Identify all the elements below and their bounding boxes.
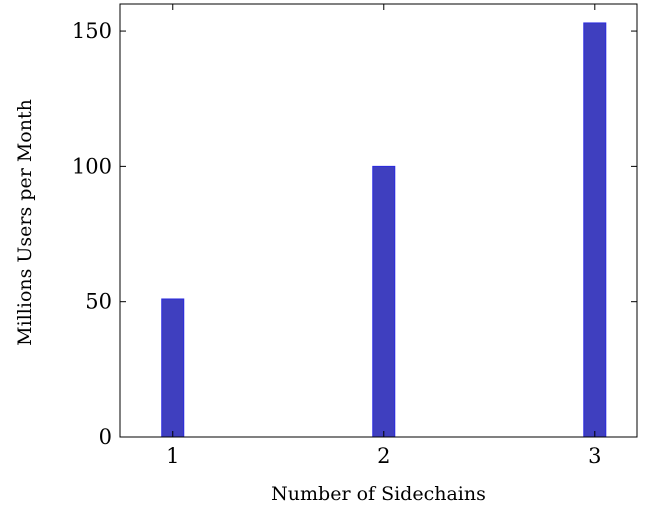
x-tick-label-1: 1 (166, 444, 179, 468)
bar-2 (372, 165, 396, 438)
plot-frame (119, 3, 638, 438)
x-axis-label: Number of Sidechains (271, 483, 486, 505)
y-axis-label: Millions Users per Month (14, 99, 36, 346)
y-tick-label-150: 150 (72, 19, 112, 43)
y-tick-label-50: 50 (85, 290, 112, 314)
bar-3 (583, 22, 607, 438)
ticks-layer (120, 4, 637, 438)
y-tick-label-0: 0 (99, 425, 112, 449)
x-tick-label-2: 2 (377, 444, 390, 468)
bar-1 (161, 298, 185, 438)
x-tick-label-3: 3 (588, 444, 601, 468)
bars-layer (161, 22, 607, 438)
y-tick-label-100: 100 (72, 154, 112, 178)
tick-labels-layer: 1 2 3 0 50 100 150 (72, 19, 602, 468)
